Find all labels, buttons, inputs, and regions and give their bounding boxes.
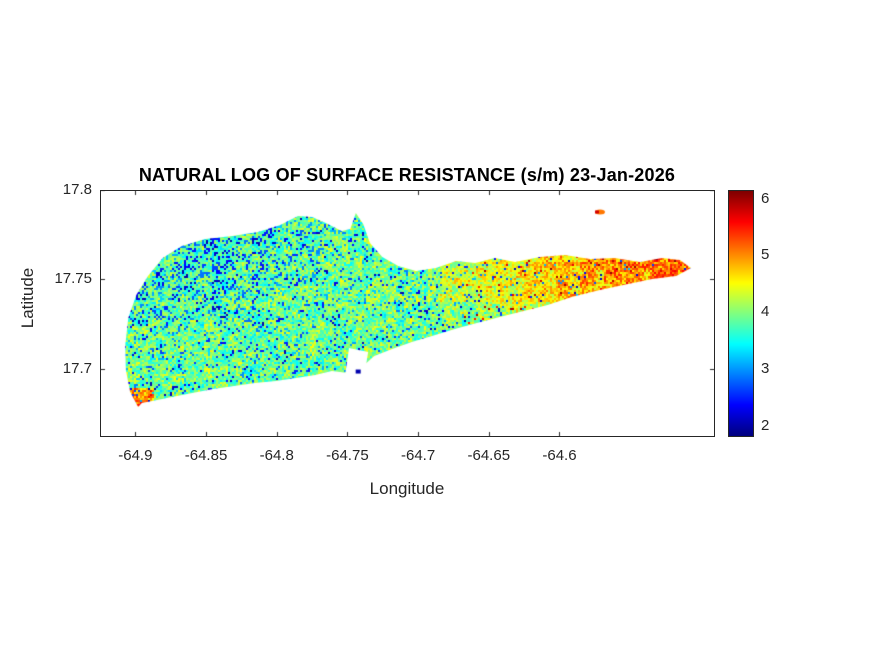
colorbar-tick-label: 4 xyxy=(761,303,770,321)
x-axis-label: Longitude xyxy=(369,479,445,498)
plot-area xyxy=(100,190,715,437)
plot-title: NATURAL LOG OF SURFACE RESISTANCE (s/m) … xyxy=(138,165,676,185)
island-heatmap-canvas xyxy=(100,190,715,437)
x-tick-label: -64.9 xyxy=(118,447,153,464)
x-tick-label: -64.6 xyxy=(542,447,577,464)
x-tick-label: -64.75 xyxy=(326,447,369,464)
colorbar-tick-label: 2 xyxy=(761,416,770,434)
colorbar-gradient-canvas xyxy=(729,191,753,436)
x-tick-label: -64.7 xyxy=(400,447,436,464)
y-tick-label: 17.8 xyxy=(62,181,92,198)
colorbar-tick-label: 5 xyxy=(761,246,770,264)
y-tick-label: 17.75 xyxy=(54,270,92,288)
y-tick-label: 17.7 xyxy=(62,359,92,377)
colorbar-tick-label: 3 xyxy=(761,359,770,377)
x-tick-label: -64.8 xyxy=(259,447,294,464)
colorbar xyxy=(728,190,754,437)
x-tick-label: -64.85 xyxy=(184,447,228,464)
x-tick-label: -64.65 xyxy=(467,447,511,464)
colorbar-tick-label: 6 xyxy=(761,189,770,207)
